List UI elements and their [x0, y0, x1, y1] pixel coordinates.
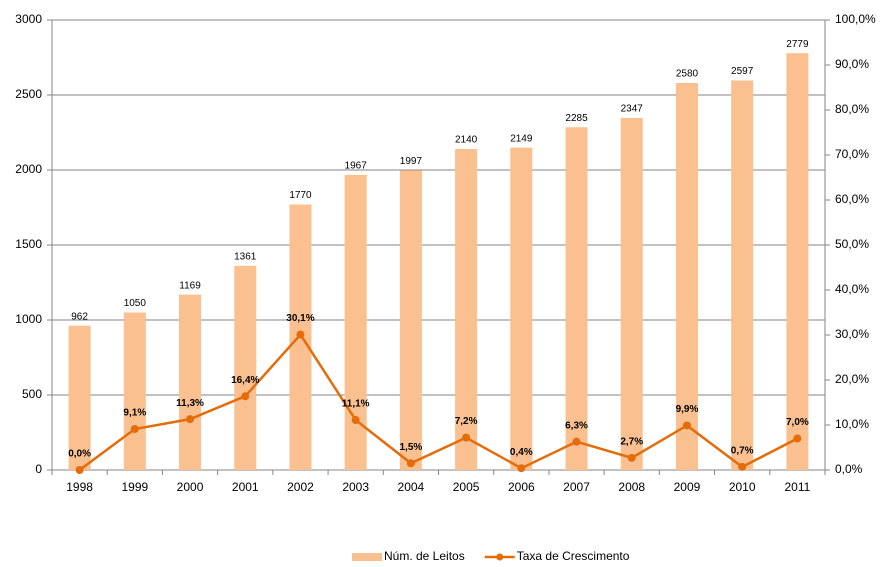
- x-tick-label: 2000: [177, 480, 204, 494]
- y2-tick-label: 50,0%: [835, 237, 869, 251]
- line-marker: [75, 466, 84, 474]
- bar: [68, 325, 91, 470]
- line-marker: [351, 416, 360, 425]
- bar: [344, 174, 367, 470]
- bar-value-label: 1169: [179, 280, 201, 291]
- x-tick-label: 2010: [729, 480, 756, 494]
- bar: [510, 147, 533, 470]
- bar: [731, 80, 754, 470]
- y2-tick-label: 70,0%: [835, 147, 869, 161]
- x-tick-label: 2001: [232, 480, 259, 494]
- y-tick-label: 1000: [15, 312, 42, 326]
- line-marker: [682, 421, 691, 430]
- x-tick-label: 2006: [508, 480, 535, 494]
- y2-tick-label: 100,0%: [835, 12, 876, 26]
- y-tick-label: 3000: [15, 12, 42, 26]
- line-value-label: 0,4%: [510, 447, 533, 458]
- y-tick-label: 500: [22, 387, 42, 401]
- x-tick-label: 2011: [784, 480, 810, 494]
- y2-tick-label: 90,0%: [835, 57, 869, 71]
- bar-value-label: 1361: [234, 251, 257, 262]
- y-tick-label: 0: [35, 462, 42, 476]
- line-value-label: 9,9%: [676, 404, 699, 415]
- x-tick-label: 2002: [287, 480, 314, 494]
- y-tick-label: 2500: [15, 87, 42, 101]
- line-marker: [186, 415, 195, 424]
- line-value-label: 7,0%: [786, 417, 809, 428]
- bar: [786, 53, 809, 471]
- y2-tick-label: 40,0%: [835, 282, 869, 296]
- line-marker: [627, 453, 636, 462]
- bar-value-label: 2597: [731, 66, 754, 77]
- x-tick-label: 2008: [618, 480, 645, 494]
- y-tick-label: 1500: [15, 237, 42, 251]
- line-marker: [406, 459, 415, 468]
- x-tick-label: 2004: [398, 480, 425, 494]
- bar-value-label: 1967: [345, 161, 368, 172]
- bar-value-label: 2149: [510, 133, 533, 144]
- bar-value-label: 1997: [400, 156, 423, 167]
- line-value-label: 6,3%: [565, 420, 588, 431]
- bar: [399, 170, 422, 470]
- line-marker: [241, 392, 250, 401]
- line-value-label: 11,3%: [176, 398, 204, 409]
- line: [78, 332, 798, 472]
- bar-value-label: 2779: [786, 39, 809, 50]
- x-tick-label: 2003: [342, 480, 369, 494]
- line-marker: [296, 330, 305, 339]
- legend-swatch: [496, 553, 504, 561]
- x-tick-label: 2007: [563, 480, 590, 494]
- y-tick-label: 2000: [15, 162, 42, 176]
- line-value-label: 2,7%: [620, 436, 643, 447]
- line-value-label: 30,1%: [286, 313, 314, 324]
- line-value-label: 0,0%: [68, 449, 91, 460]
- x-tick-label: 2009: [674, 480, 701, 494]
- legend-label: Taxa de Crescimento: [517, 549, 630, 563]
- line-value-label: 9,1%: [123, 408, 146, 419]
- x-tick-label: 2005: [453, 480, 480, 494]
- line-value-label: 0,7%: [731, 445, 754, 456]
- bar: [123, 312, 146, 470]
- bar-value-label: 2285: [565, 113, 588, 124]
- bar-value-label: 2140: [455, 135, 478, 146]
- line-marker: [738, 462, 747, 471]
- bar-value-label: 1050: [124, 298, 147, 309]
- bar: [179, 294, 202, 470]
- y2-tick-label: 80,0%: [835, 102, 869, 116]
- bar: [565, 127, 588, 470]
- line-value-label: 7,2%: [455, 416, 478, 427]
- line-value-label: 1,5%: [399, 442, 422, 453]
- y2-tick-label: 30,0%: [835, 327, 869, 341]
- y2-tick-label: 60,0%: [835, 192, 869, 206]
- line-marker: [462, 433, 471, 442]
- bar: [620, 117, 643, 470]
- bar-value-label: 962: [71, 311, 88, 322]
- line-marker: [793, 434, 802, 443]
- line-marker: [572, 437, 581, 446]
- bar-value-label: 1770: [289, 190, 312, 201]
- y2-tick-label: 20,0%: [835, 372, 869, 386]
- y2-tick-label: 0,0%: [835, 462, 863, 476]
- legend-label: Núm. de Leitos: [384, 549, 465, 563]
- legend-swatch: [352, 553, 382, 561]
- x-tick-label: 1998: [66, 480, 93, 494]
- line-value-label: 16,4%: [231, 375, 259, 386]
- line-marker: [517, 464, 526, 473]
- bar: [675, 83, 698, 470]
- y2-tick-label: 10,0%: [835, 417, 869, 431]
- bar-value-label: 2347: [621, 104, 644, 115]
- line-marker: [130, 425, 139, 434]
- bar: [234, 265, 257, 470]
- line-value-label: 11,1%: [342, 399, 370, 410]
- bar-value-label: 2580: [676, 69, 699, 80]
- x-tick-label: 1999: [121, 480, 148, 494]
- bar: [455, 149, 478, 470]
